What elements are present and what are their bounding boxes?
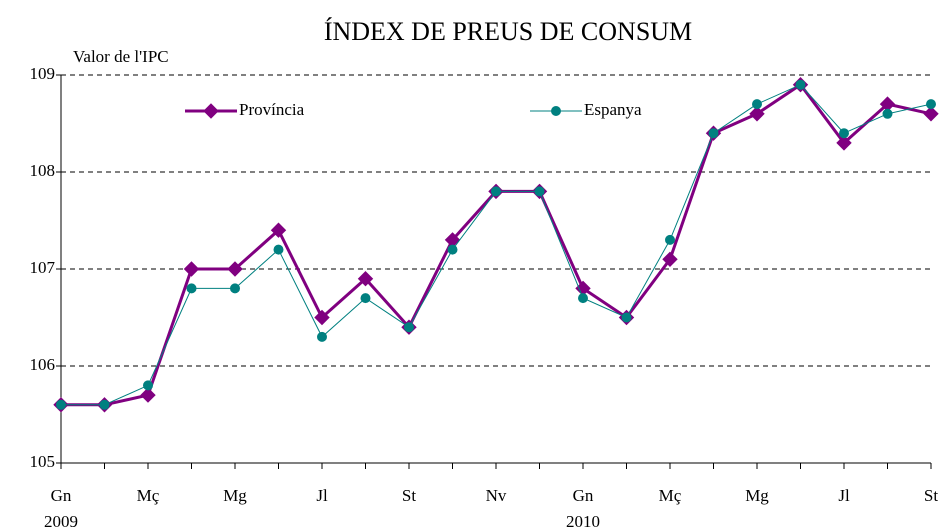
chart-title: ÍNDEX DE PREUS DE CONSUM: [324, 17, 692, 46]
x-year-label: 2010: [566, 512, 600, 531]
series-line: [61, 82, 932, 407]
data-point: [317, 331, 327, 342]
data-point: [186, 283, 197, 294]
x-tick-label: Gn: [573, 486, 594, 505]
x-tick-label: Mç: [137, 486, 160, 505]
data-point: [143, 380, 153, 391]
data-point: [621, 312, 632, 323]
y-tick-label: 109: [30, 64, 56, 83]
y-axis-label: Valor de l'IPC: [73, 47, 169, 66]
y-tick-label: 108: [30, 161, 56, 180]
data-point: [183, 261, 200, 277]
data-point: [447, 244, 458, 255]
legend-marker: [203, 103, 219, 119]
y-tick-label: 107: [30, 258, 56, 277]
data-point: [404, 322, 414, 333]
x-tick-label: St: [402, 486, 416, 505]
x-tick-label: Nv: [486, 486, 507, 505]
data-point: [882, 108, 893, 119]
x-tick-label: Mç: [659, 486, 682, 505]
data-point: [230, 283, 240, 294]
y-tick-label: 106: [30, 355, 56, 374]
data-point: [708, 128, 719, 139]
data-point: [752, 99, 762, 110]
x-tick-label: Jl: [838, 486, 850, 505]
data-point: [140, 387, 156, 403]
data-point: [270, 222, 287, 238]
x-tick-label: Gn: [51, 486, 72, 505]
data-point: [836, 135, 852, 151]
data-point: [491, 186, 501, 197]
data-point: [227, 261, 243, 277]
data-point: [926, 99, 936, 110]
data-point: [534, 186, 545, 197]
data-point: [839, 128, 849, 139]
data-point: [665, 234, 675, 245]
legend-label: Espanya: [584, 100, 642, 119]
data-point: [99, 399, 110, 410]
x-year-label: 2009: [44, 512, 78, 531]
x-tick-label: Mg: [745, 486, 769, 505]
data-point: [578, 293, 588, 304]
data-point: [662, 251, 678, 268]
x-tick-label: Jl: [316, 486, 328, 505]
legend-marker: [551, 106, 561, 116]
data-point: [795, 79, 806, 90]
data-point: [749, 106, 765, 122]
x-tick-label: St: [924, 486, 938, 505]
data-point: [360, 293, 371, 304]
y-tick-label: 105: [30, 452, 56, 471]
data-point: [314, 309, 330, 326]
data-point: [273, 244, 284, 255]
data-point: [56, 399, 66, 410]
data-point: [923, 106, 939, 122]
legend-label: Província: [239, 100, 305, 119]
data-point: [357, 270, 374, 287]
x-tick-label: Mg: [223, 486, 247, 505]
series-line: [61, 84, 932, 406]
